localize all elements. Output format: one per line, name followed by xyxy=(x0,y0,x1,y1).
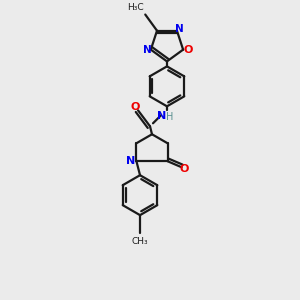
Text: O: O xyxy=(183,45,193,55)
Text: N: N xyxy=(158,111,166,121)
Text: H: H xyxy=(166,112,174,122)
Text: N: N xyxy=(126,156,135,166)
Text: O: O xyxy=(180,164,189,174)
Text: N: N xyxy=(143,45,152,55)
Text: N: N xyxy=(175,24,183,34)
Text: O: O xyxy=(130,102,140,112)
Text: H₃C: H₃C xyxy=(127,2,143,11)
Text: CH₃: CH₃ xyxy=(132,237,148,246)
